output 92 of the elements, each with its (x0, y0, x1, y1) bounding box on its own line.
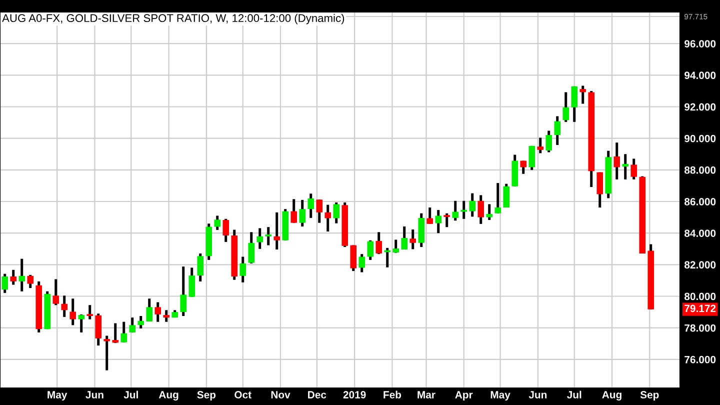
candlestick (520, 160, 527, 176)
candlestick (138, 314, 144, 330)
candlestick (146, 297, 153, 323)
y-tick-label: 86.000 (684, 198, 716, 206)
candlestick (299, 198, 306, 228)
y-tick-label: 84.000 (684, 230, 716, 237)
candlestick (188, 266, 196, 298)
candlestick (256, 226, 264, 250)
candlestick (528, 144, 536, 172)
candlestick (308, 192, 314, 220)
candlestick (571, 85, 578, 124)
candlestick (376, 230, 382, 256)
candlestick (95, 312, 102, 347)
candlestick (240, 256, 246, 284)
candlestick (52, 278, 60, 306)
x-tick-label: Aug (158, 391, 178, 400)
candlestick (350, 244, 357, 272)
candlestick (129, 316, 136, 334)
candlestick (494, 182, 502, 215)
candlestick (290, 198, 298, 224)
candlestick (580, 84, 586, 105)
candlestick (112, 322, 119, 344)
candlestick (222, 218, 230, 244)
candlestick (503, 182, 510, 209)
y-tick-label: 92.000 (684, 103, 716, 111)
y-tick-label: 96.000 (684, 40, 716, 48)
candlestick (546, 130, 552, 154)
x-tick-label: Mar (418, 391, 436, 398)
y-tick-label: 88.000 (684, 166, 716, 174)
x-tick-label: Sep (197, 391, 216, 400)
x-tick-label: 2019 (343, 391, 366, 398)
candlestick (104, 334, 110, 372)
annotation: 79.172 (684, 304, 716, 312)
candlestick (469, 192, 476, 218)
candlestick (444, 212, 450, 228)
y-tick-label: 82.000 (684, 261, 716, 269)
candlestick (358, 252, 366, 274)
x-tick-label: Apr (455, 391, 473, 400)
candlestick (486, 202, 493, 222)
x-tick-label: Dec (308, 391, 326, 398)
candlestick (452, 200, 459, 222)
candlestick (18, 258, 26, 293)
candlestick (630, 157, 638, 181)
y-tick-label: 78.000 (684, 324, 716, 332)
candlestick (596, 171, 604, 209)
x-tick-label: Oct (234, 391, 252, 398)
candlestick (70, 297, 76, 326)
candlestick (333, 201, 340, 225)
candlestick (265, 226, 272, 246)
candlestick (86, 304, 94, 321)
x-tick-label: Feb (384, 390, 402, 398)
candlestick (478, 194, 484, 226)
candlestick (61, 294, 68, 318)
x-tick-label: Jul (124, 390, 138, 398)
candlestick (562, 90, 570, 124)
candlestick (554, 114, 561, 146)
x-tick-label: Jun (528, 391, 547, 398)
candlestick (435, 208, 442, 234)
candlestick (214, 214, 221, 232)
candlestick (120, 320, 128, 344)
candlestick (180, 265, 187, 318)
candlestick (392, 238, 400, 254)
x-tick-label: Sep (640, 391, 659, 400)
x-tick-label: Jul (566, 390, 582, 398)
x-tick-label: Nov (271, 391, 290, 398)
candlestick (10, 268, 17, 286)
candlestick (324, 204, 332, 233)
y-tick-label: 76.000 (684, 356, 716, 364)
y-tick-label: 80.000 (684, 292, 716, 300)
candlestick (401, 225, 408, 251)
candlestick (248, 230, 255, 265)
candlestick (410, 228, 416, 250)
candlestick (460, 200, 468, 220)
candlestick (316, 198, 323, 224)
candlestick (154, 301, 162, 324)
candlestick (197, 252, 204, 283)
candlestick (367, 239, 374, 262)
candlestick (426, 206, 434, 226)
x-tick-label: May (490, 391, 510, 400)
candlestick (163, 308, 170, 324)
candlestick (622, 152, 629, 181)
candlestick (78, 313, 85, 334)
x-tick-label: Jun (86, 391, 104, 398)
candlestick (537, 136, 544, 154)
x-tick-label: May (48, 391, 68, 400)
candlestick (614, 141, 620, 181)
candlestick (27, 274, 34, 290)
candlestick (274, 211, 280, 251)
y-tick-label: 94.000 (684, 72, 716, 80)
y-tick-label: 90.000 (684, 134, 716, 142)
x-tick-label: Aug (602, 391, 622, 400)
chart-title: AUG A0-FX, GOLD-SILVER SPOT RATIO, W, 12:00-12:00 (Dynamic) (2, 14, 344, 24)
